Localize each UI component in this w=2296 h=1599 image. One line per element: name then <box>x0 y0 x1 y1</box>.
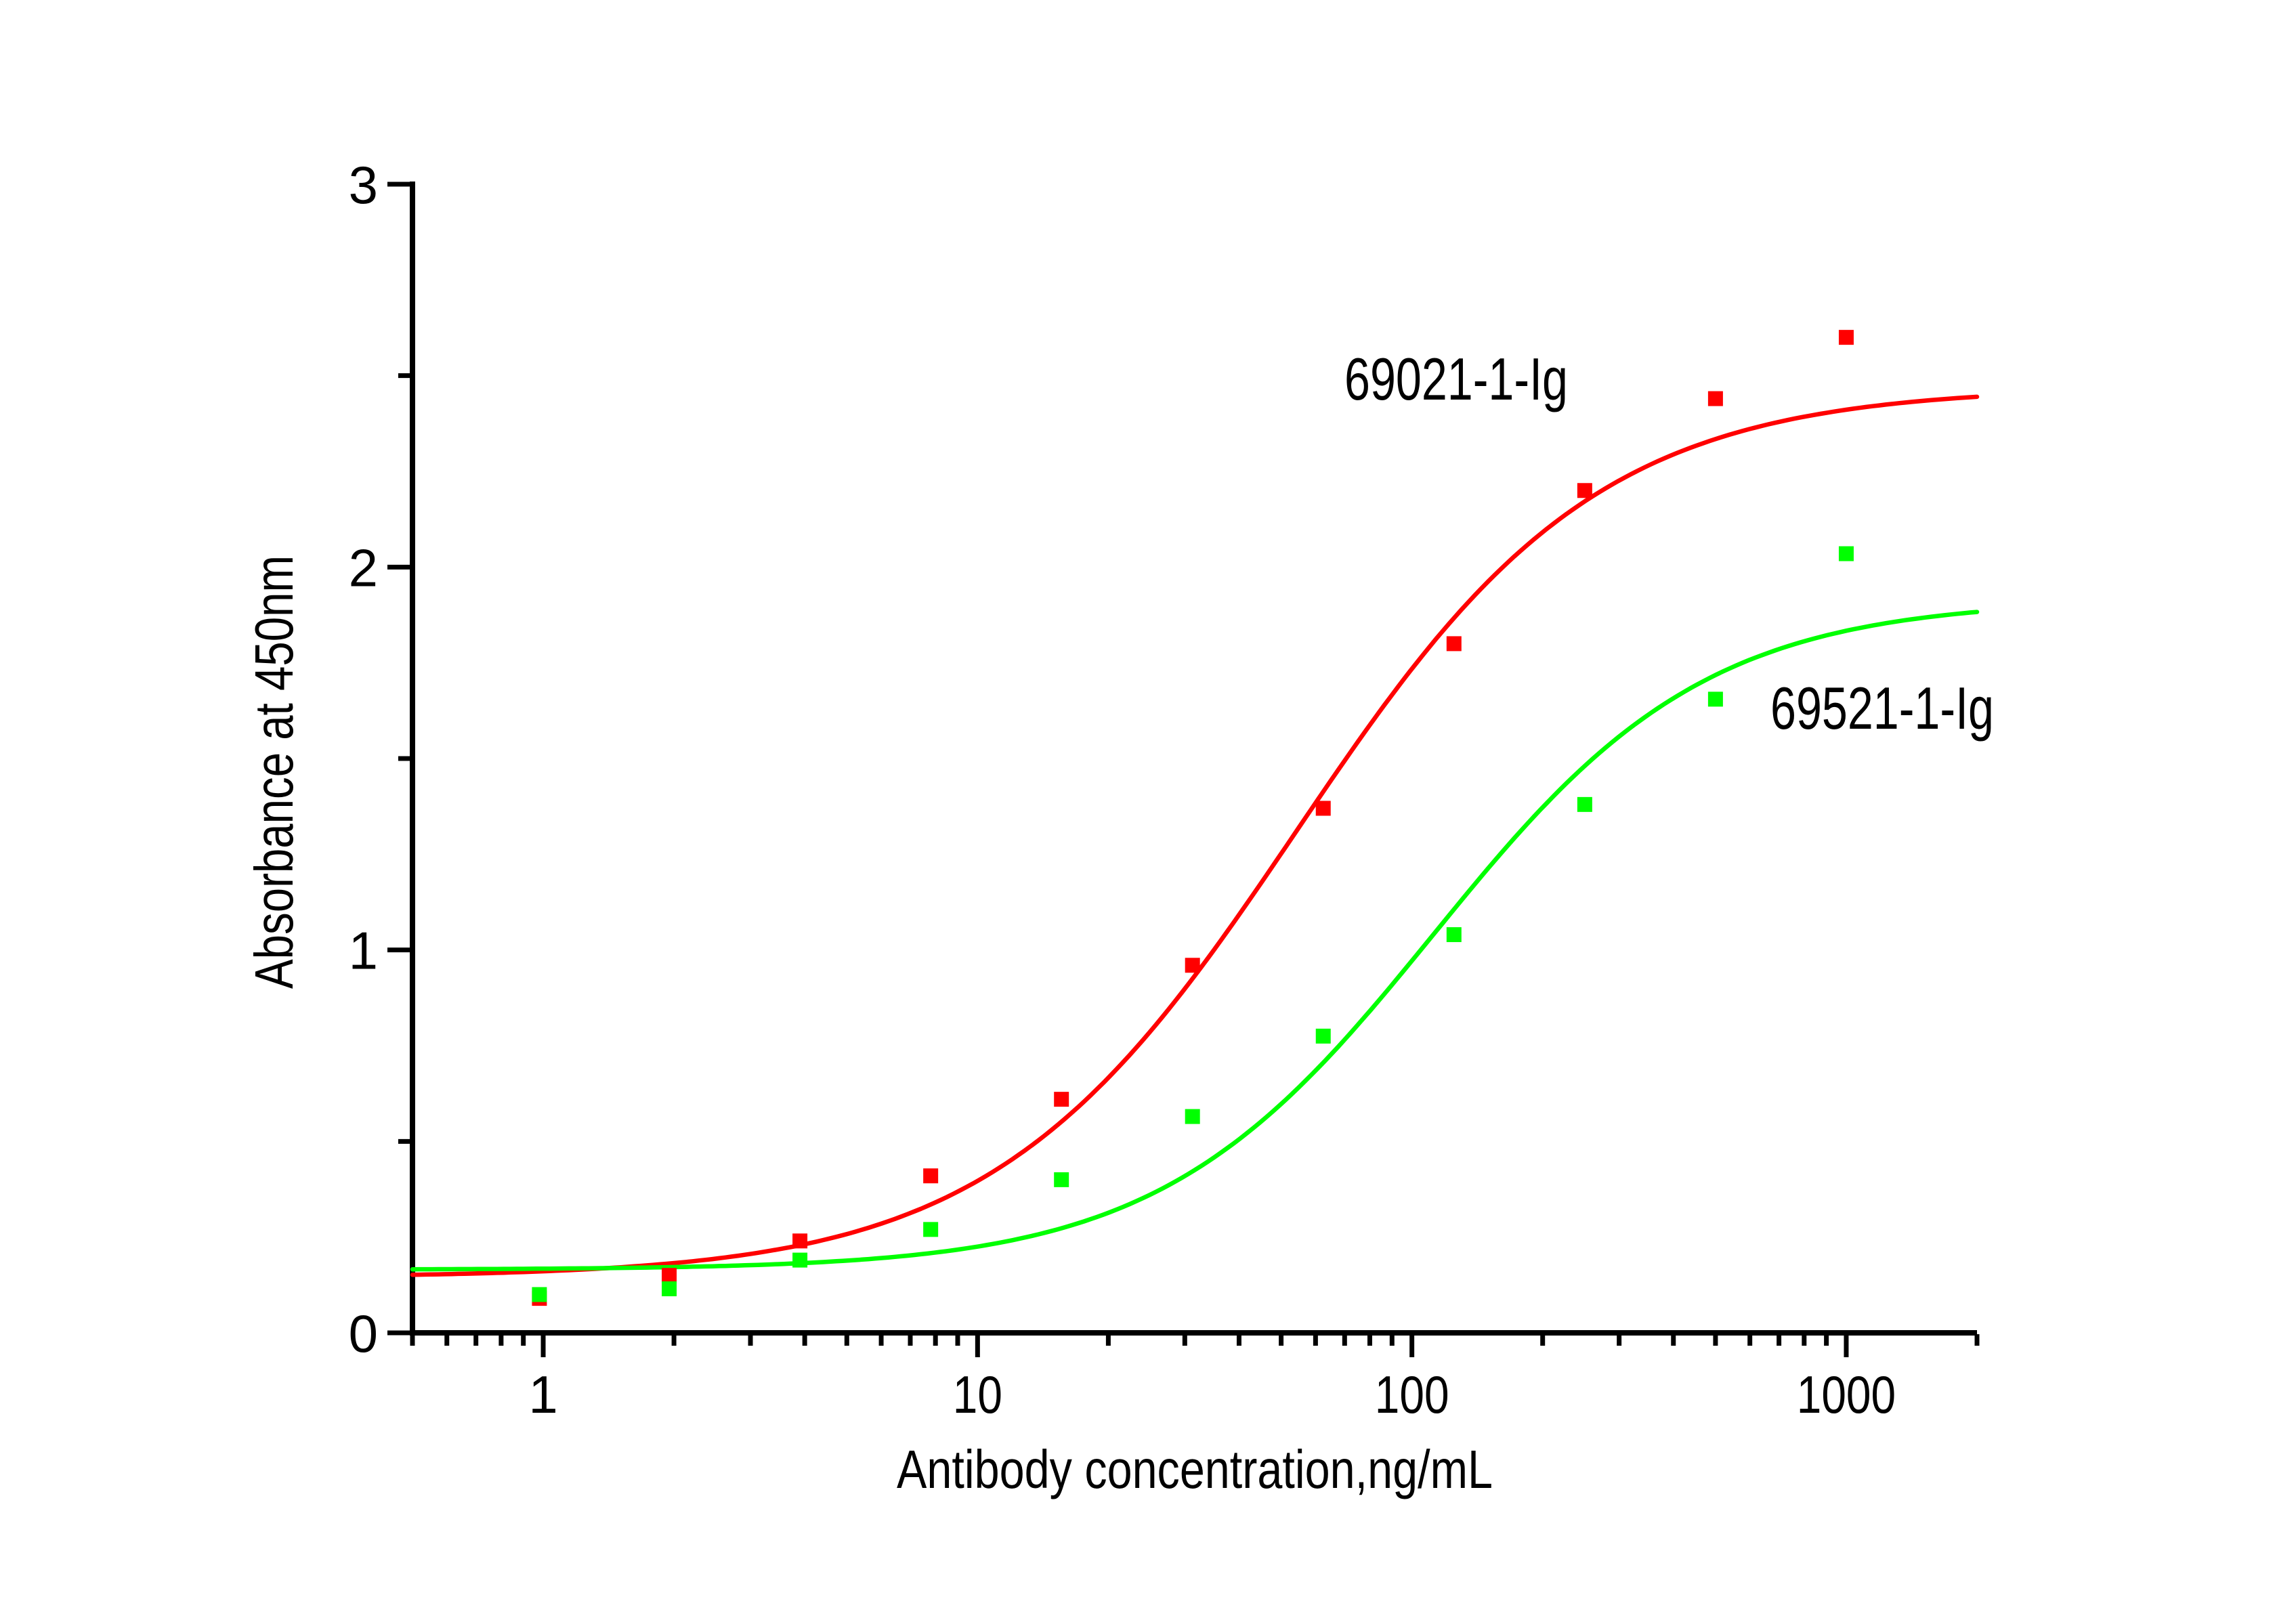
data-point-69521-1-Ig <box>1054 1172 1069 1187</box>
data-points <box>532 330 1854 1306</box>
x-tick-label: 100 <box>1375 1365 1449 1424</box>
data-point-69521-1-Ig <box>923 1222 939 1237</box>
data-point-69021-1-Ig <box>1707 391 1723 406</box>
axes <box>387 182 1980 1357</box>
legend-label-green-series: 69521-1-Ig <box>1770 675 1994 742</box>
x-tick-label: 10 <box>953 1365 1002 1424</box>
x-axis-title: Antibody concentration,ng/mL <box>897 1439 1493 1499</box>
fit-curve-69521-1-Ig <box>410 610 1980 1272</box>
data-point-69021-1-Ig <box>1054 1092 1069 1107</box>
data-point-69021-1-Ig <box>792 1233 808 1249</box>
y-tick-label: 1 <box>349 921 378 981</box>
data-point-69021-1-Ig <box>662 1268 677 1283</box>
x-tick-label: 1000 <box>1797 1365 1896 1424</box>
data-point-69521-1-Ig <box>662 1281 677 1296</box>
data-point-69521-1-Ig <box>1707 691 1723 707</box>
y-tick-label: 3 <box>349 155 378 215</box>
data-point-69521-1-Ig <box>1315 1028 1331 1044</box>
y-axis-title: Absorbance at 450nm <box>244 555 304 989</box>
data-point-69521-1-Ig <box>1577 796 1592 812</box>
data-point-69021-1-Ig <box>1185 958 1200 973</box>
data-point-69521-1-Ig <box>1185 1109 1200 1124</box>
tick-labels: 1 10 100 1000 0 1 2 3 <box>349 155 1896 1424</box>
x-tick-label: 1 <box>528 1365 557 1424</box>
fit-curves <box>410 394 1980 1277</box>
data-point-69521-1-Ig <box>792 1252 808 1268</box>
legend-label-red-series: 69021-1-Ig <box>1344 345 1568 412</box>
fit-curve-69021-1-Ig <box>410 394 1980 1277</box>
data-point-69021-1-Ig <box>1315 801 1331 816</box>
data-point-69521-1-Ig <box>532 1287 547 1302</box>
data-point-69021-1-Ig <box>1577 483 1592 498</box>
y-tick-label: 2 <box>349 538 378 597</box>
data-point-69521-1-Ig <box>1838 546 1854 561</box>
data-point-69021-1-Ig <box>1838 330 1854 345</box>
data-point-69021-1-Ig <box>923 1168 939 1184</box>
data-point-69521-1-Ig <box>1446 927 1462 943</box>
data-point-69021-1-Ig <box>1446 636 1462 652</box>
y-tick-label: 0 <box>349 1304 378 1363</box>
